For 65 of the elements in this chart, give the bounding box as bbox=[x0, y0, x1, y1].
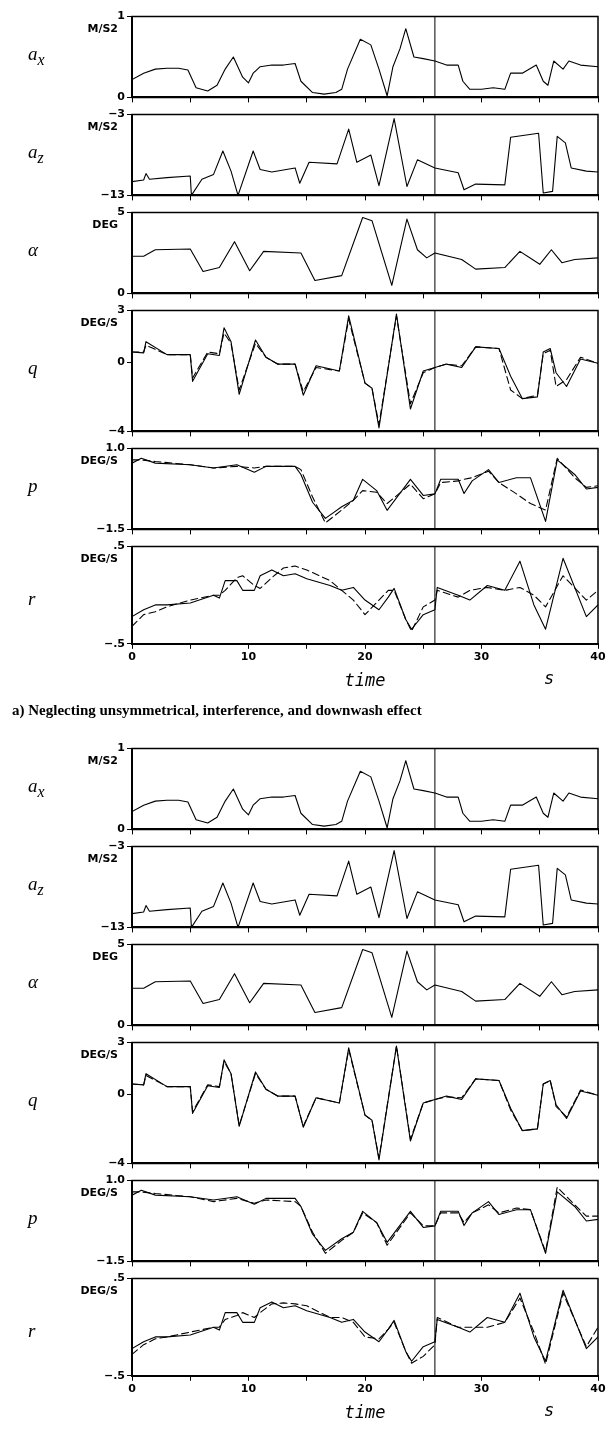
text: M/S2 bbox=[86, 754, 118, 767]
y-tick-label: 1.0 bbox=[105, 441, 126, 455]
text: M/S2 bbox=[86, 120, 118, 133]
y-tick-label: 0 bbox=[117, 1018, 126, 1032]
text: a) Neglecting unsymmetrical, interference, and downwash effect bbox=[12, 702, 422, 719]
y-tick-label: 0 bbox=[117, 355, 126, 369]
y-tick-label: −3 bbox=[108, 107, 125, 121]
x-axis-title: time bbox=[344, 1402, 386, 1422]
text: M/S2 bbox=[86, 852, 118, 865]
text: s bbox=[544, 1400, 555, 1420]
y-axis-title: r bbox=[28, 588, 36, 610]
x-tick-label: 10 bbox=[240, 1382, 257, 1396]
y-axis-title: q bbox=[28, 1089, 38, 1111]
y-tick-label: 3 bbox=[117, 1035, 125, 1049]
y-tick-label: −.5 bbox=[103, 636, 125, 650]
y-tick-label: −13 bbox=[100, 188, 125, 202]
y-tick-label: −.5 bbox=[103, 1368, 125, 1382]
text: DEG/S bbox=[79, 552, 118, 565]
y-tick-label: 5 bbox=[117, 937, 125, 951]
y-tick-label: 1.0 bbox=[105, 1173, 126, 1187]
y-tick-label: .5 bbox=[113, 539, 125, 553]
x-tick-label: 30 bbox=[473, 1382, 490, 1396]
x-tick-label: 40 bbox=[590, 650, 606, 664]
y-axis-title: p bbox=[28, 1207, 38, 1229]
y-tick-label: −4 bbox=[108, 424, 126, 438]
y-tick-label: 1 bbox=[117, 741, 125, 755]
text: M/S2 bbox=[86, 22, 118, 35]
y-tick-label: 1 bbox=[117, 9, 125, 23]
text: s bbox=[544, 668, 555, 688]
x-tick-label: 40 bbox=[590, 1382, 606, 1396]
y-tick-label: 0 bbox=[117, 822, 126, 836]
y-axis-title: r bbox=[28, 1320, 36, 1342]
x-tick-label: 30 bbox=[473, 650, 490, 664]
y-tick-label: −4 bbox=[108, 1156, 126, 1170]
x-tick-label: 0 bbox=[128, 650, 137, 664]
text: DEG bbox=[91, 218, 118, 231]
x-tick-label: 20 bbox=[357, 1382, 373, 1396]
text: DEG bbox=[91, 950, 118, 963]
text: DEG/S bbox=[79, 1186, 118, 1199]
y-tick-label: 3 bbox=[117, 303, 125, 317]
y-tick-label: .5 bbox=[113, 1271, 125, 1285]
text: DEG/S bbox=[79, 316, 118, 329]
x-axis-title: time bbox=[344, 670, 386, 690]
y-tick-label: −13 bbox=[100, 920, 125, 934]
x-tick-label: 20 bbox=[357, 650, 373, 664]
y-tick-label: −1.5 bbox=[96, 1254, 125, 1268]
text: DEG/S bbox=[79, 1284, 118, 1297]
y-axis-title: a$_{z}$ bbox=[28, 141, 44, 167]
y-axis-title: p bbox=[28, 475, 38, 497]
y-axis-title: α bbox=[28, 971, 38, 993]
x-tick-label: 0 bbox=[128, 1382, 137, 1396]
y-axis-title: a$_{x}$ bbox=[28, 43, 45, 69]
y-tick-label: −3 bbox=[108, 839, 125, 853]
y-axis-title: a$_{x}$ bbox=[28, 775, 45, 801]
y-tick-label: 5 bbox=[117, 205, 125, 219]
y-tick-label: 0 bbox=[117, 286, 126, 300]
y-axis-title: α bbox=[28, 239, 38, 261]
y-axis-title: a$_{z}$ bbox=[28, 873, 44, 899]
text: DEG/S bbox=[79, 1048, 118, 1061]
text: DEG/S bbox=[79, 454, 118, 467]
y-tick-label: 0 bbox=[117, 1087, 126, 1101]
x-tick-label: 10 bbox=[240, 650, 257, 664]
y-axis-title: q bbox=[28, 357, 38, 379]
y-tick-label: −1.5 bbox=[96, 522, 125, 536]
y-tick-label: 0 bbox=[117, 90, 126, 104]
